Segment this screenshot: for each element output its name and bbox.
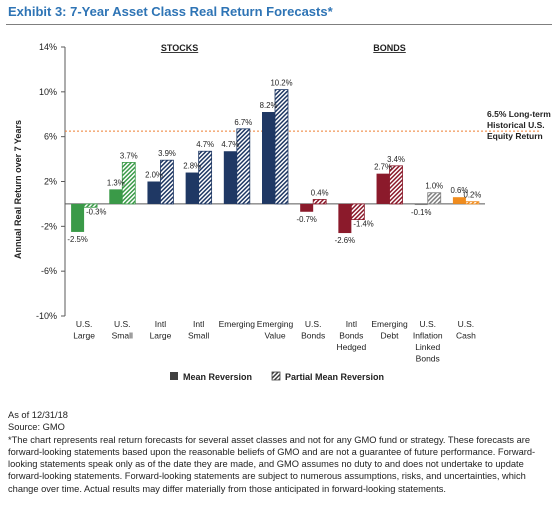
value-label-partial-mean-reversion: 3.4% (387, 155, 405, 164)
bar-chart: 14% 10% 6% 2% -2% -6% -10% Annual Real Return o… (13, 42, 551, 382)
y-tick-label: -6% (41, 266, 57, 276)
category-label: U.S. (419, 319, 436, 329)
category-label: U.S. (114, 319, 131, 329)
reference-line-label: 6.5% Long-term (487, 109, 551, 119)
bar-mean-reversion (71, 203, 85, 232)
category-label: Intl (155, 319, 166, 329)
category-label: Hedged (336, 342, 366, 352)
source-note: Source: GMO (8, 422, 65, 433)
legend-label-partial-mean-reversion: Partial Mean Reversion (285, 372, 384, 382)
value-label-mean-reversion: -0.7% (296, 215, 316, 224)
bar-partial-mean-reversion (83, 203, 98, 208)
value-label-partial-mean-reversion: 10.2% (270, 79, 292, 88)
bar-partial-mean-reversion (427, 192, 442, 205)
category-label: Bonds (301, 331, 325, 341)
value-label-partial-mean-reversion: 4.7% (196, 140, 214, 149)
y-tick-label: -10% (36, 311, 57, 321)
group-heading: STOCKS (161, 43, 198, 53)
category-label: Cash (456, 331, 476, 341)
category-label: Intl (346, 319, 357, 329)
category-label: Inflation (413, 331, 443, 341)
category-label: Emerging (219, 319, 256, 329)
bar-partial-mean-reversion (350, 203, 365, 221)
category-label: Small (188, 331, 209, 341)
y-tick-label: 6% (44, 132, 57, 142)
bar-partial-mean-reversion (274, 89, 289, 205)
value-label-mean-reversion: -0.1% (411, 208, 431, 217)
bar-mean-reversion (262, 112, 275, 204)
category-label: Small (112, 331, 133, 341)
bar-mean-reversion (338, 203, 352, 234)
category-label: Bonds (416, 354, 440, 364)
value-label-mean-reversion: 2.0% (145, 171, 163, 180)
y-tick-label: -2% (41, 221, 57, 231)
value-label-partial-mean-reversion: -1.4% (353, 220, 373, 229)
bar-mean-reversion (376, 173, 390, 204)
bar-partial-mean-reversion (389, 165, 403, 205)
bar-mean-reversion (300, 203, 314, 212)
bar-mean-reversion (414, 203, 428, 206)
legend-swatch-mean-reversion (170, 372, 178, 380)
category-label: U.S. (305, 319, 322, 329)
legend-swatch-partial-mean-reversion (271, 371, 281, 381)
value-label-mean-reversion: -2.5% (67, 235, 87, 244)
bar-partial-mean-reversion (121, 162, 136, 205)
group-heading: BONDS (373, 43, 406, 53)
as-of-note: As of 12/31/18 (8, 410, 68, 420)
bar-partial-mean-reversion (160, 159, 174, 205)
chart-title: Exhibit 3: 7-Year Asset Class Real Retur… (8, 4, 333, 19)
category-label: Emerging (257, 319, 294, 329)
category-label: U.S. (458, 319, 475, 329)
value-label-partial-mean-reversion: 3.7% (120, 151, 138, 160)
bar-partial-mean-reversion (465, 201, 480, 205)
chart-notes: As of 12/31/18 Source: GMO *The chart re… (8, 409, 553, 495)
value-label-mean-reversion: 2.8% (183, 162, 201, 171)
value-label-partial-mean-reversion: -0.3% (86, 207, 106, 216)
value-label-partial-mean-reversion: 6.7% (234, 118, 252, 127)
title-divider (6, 24, 552, 25)
bar-mean-reversion (223, 151, 237, 204)
bar-mean-reversion (147, 181, 161, 204)
category-label: Large (73, 331, 95, 341)
value-label-mean-reversion: 1.3% (107, 178, 125, 187)
category-label: Value (264, 331, 285, 341)
reference-line-label: Historical U.S. (487, 120, 545, 130)
y-tick-label: 14% (39, 42, 57, 52)
value-label-partial-mean-reversion: 3.9% (158, 149, 176, 158)
value-label-mean-reversion: 2.7% (374, 163, 392, 172)
category-label: Debt (381, 331, 400, 341)
category-label: Emerging (371, 319, 408, 329)
value-label-mean-reversion: 4.7% (221, 140, 239, 149)
category-label: Linked (415, 342, 440, 352)
value-label-mean-reversion: 8.2% (260, 101, 278, 110)
reference-line-label: Equity Return (487, 131, 543, 141)
y-tick-label: 10% (39, 87, 57, 97)
value-label-mean-reversion: 0.6% (451, 186, 469, 195)
bar-partial-mean-reversion (198, 150, 213, 205)
value-label-mean-reversion: -2.6% (335, 236, 355, 245)
bar-mean-reversion (109, 189, 123, 204)
value-label-partial-mean-reversion: 0.4% (311, 188, 329, 197)
value-label-partial-mean-reversion: 0.2% (464, 191, 482, 200)
bar-mean-reversion (185, 172, 199, 204)
y-tick-label: 2% (44, 177, 57, 187)
category-label: Large (150, 331, 172, 341)
value-label-partial-mean-reversion: 1.0% (425, 182, 443, 191)
bar-mean-reversion (452, 197, 466, 204)
bar-partial-mean-reversion (312, 199, 327, 205)
category-label: Intl (193, 319, 204, 329)
y-axis-title: Annual Real Return over 7 Years (13, 120, 23, 259)
category-label: U.S. (76, 319, 93, 329)
bar-partial-mean-reversion (236, 128, 251, 205)
legend-label-mean-reversion: Mean Reversion (183, 372, 252, 382)
category-label: Bonds (339, 331, 363, 341)
disclaimer-note: *The chart represents real return foreca… (8, 434, 536, 494)
